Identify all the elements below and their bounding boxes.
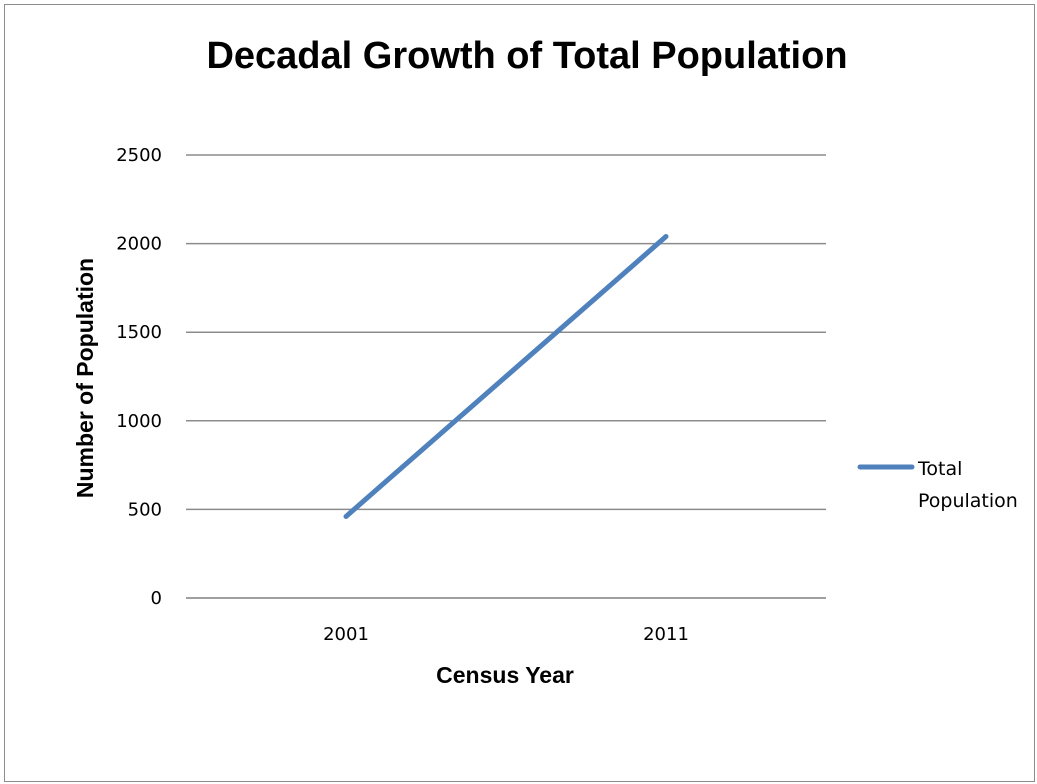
series-layer: [343, 234, 669, 519]
y-tick-label: 0: [151, 588, 162, 609]
legend-label-line-1: Total: [917, 458, 962, 480]
x-tick-label: 2001: [323, 624, 369, 645]
chart-frame: [4, 4, 1035, 782]
y-axis-ticks: 0 500 1000 1500 2000 2500: [116, 145, 162, 609]
gridlines: [186, 154, 826, 599]
y-axis-title: Number of Population: [72, 258, 98, 498]
series-line: [343, 234, 669, 519]
legend-label-line-2: Population: [918, 490, 1018, 512]
y-tick-label: 500: [128, 499, 162, 520]
y-tick-label: 2000: [116, 234, 162, 255]
x-axis-title: Census Year: [436, 662, 574, 688]
y-tick-label: 1500: [116, 322, 162, 343]
x-tick-label: 2011: [643, 624, 689, 645]
x-axis-ticks: 2001 2011: [323, 624, 689, 645]
legend: Total Population: [857, 458, 1018, 512]
chart-title: Decadal Growth of Total Population: [206, 35, 847, 77]
y-tick-label: 2500: [116, 145, 162, 166]
y-tick-label: 1000: [116, 411, 162, 432]
